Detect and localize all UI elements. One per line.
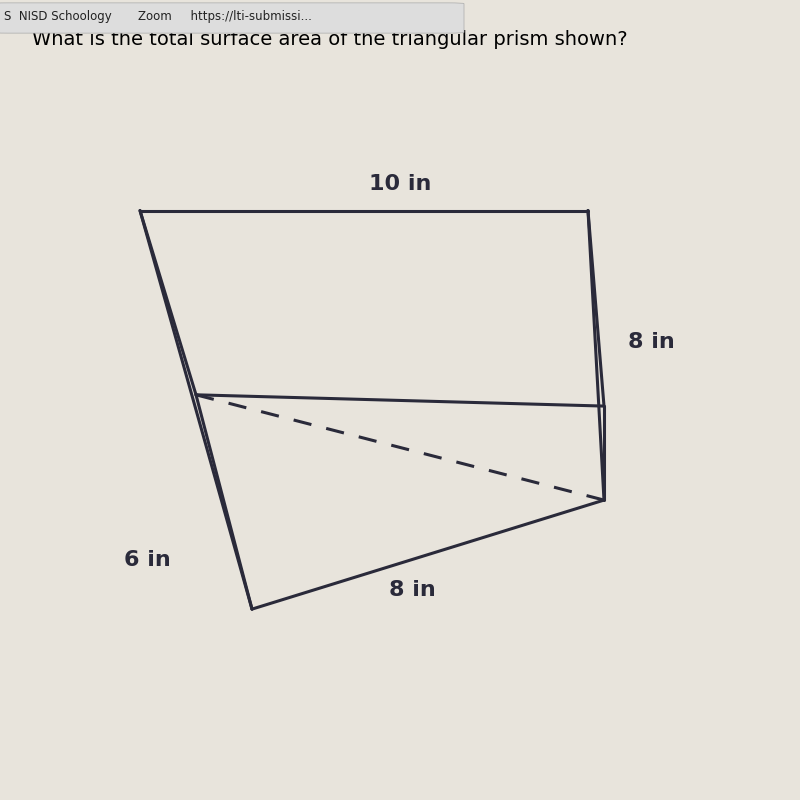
Text: 8 in: 8 in — [389, 580, 435, 600]
Text: 6 in: 6 in — [124, 550, 170, 570]
Text: S  NISD Schoology       Zoom     https://lti-submissi...: S NISD Schoology Zoom https://lti-submis… — [4, 10, 312, 22]
FancyBboxPatch shape — [0, 3, 464, 33]
Text: 10 in: 10 in — [369, 174, 431, 194]
Text: 8 in: 8 in — [628, 332, 674, 352]
Text: What is the total surface area of the triangular prism shown?: What is the total surface area of the tr… — [32, 30, 628, 49]
